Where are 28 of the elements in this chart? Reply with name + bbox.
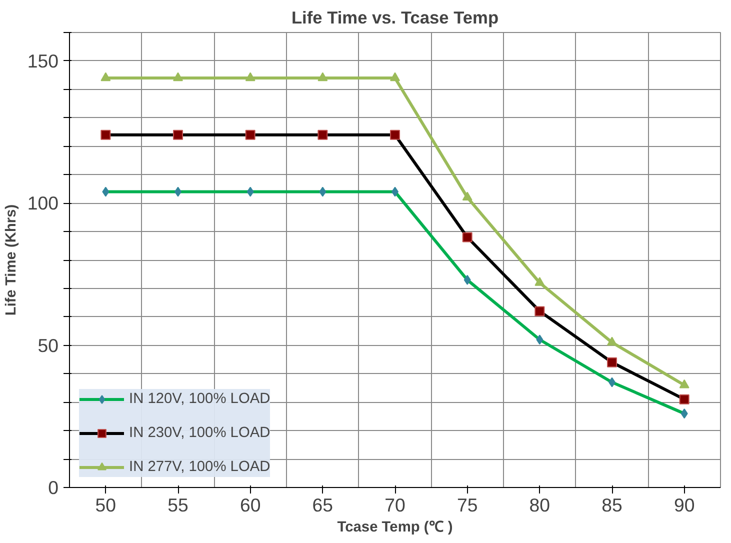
chart-title: Life Time vs. Tcase Temp <box>291 8 499 28</box>
legend-label: IN 230V, 100% LOAD <box>129 425 270 441</box>
x-tick-label: 75 <box>456 494 478 516</box>
point <box>173 72 183 82</box>
point <box>245 72 256 82</box>
point <box>390 72 400 82</box>
point <box>100 72 111 82</box>
y-tick-label: 100 <box>27 192 59 214</box>
y-tick-label: 0 <box>48 477 59 498</box>
x-tick-label: 85 <box>602 494 622 516</box>
point <box>318 72 328 82</box>
point <box>679 379 690 388</box>
x-tick-label: 65 <box>312 494 334 516</box>
x-tick-label: 70 <box>384 494 406 516</box>
y-tick-label: 50 <box>38 334 59 356</box>
y-axis-title: Life Time (Khrs) <box>3 204 20 316</box>
point <box>462 192 472 201</box>
y-tick-label: 150 <box>27 50 59 72</box>
x-axis-title: Tcase Temp (℃ ) <box>337 520 453 536</box>
x-tick-label: 80 <box>529 494 550 516</box>
point <box>607 336 617 346</box>
point <box>534 277 545 286</box>
x-tick-label: 60 <box>240 494 261 516</box>
x-tick-label: 90 <box>674 494 695 516</box>
x-tick-label: 55 <box>168 494 188 516</box>
legend-label: IN 120V, 100% LOAD <box>129 391 270 407</box>
x-tick-label: 50 <box>95 494 116 516</box>
legend-label: IN 277V, 100% LOAD <box>129 459 270 475</box>
